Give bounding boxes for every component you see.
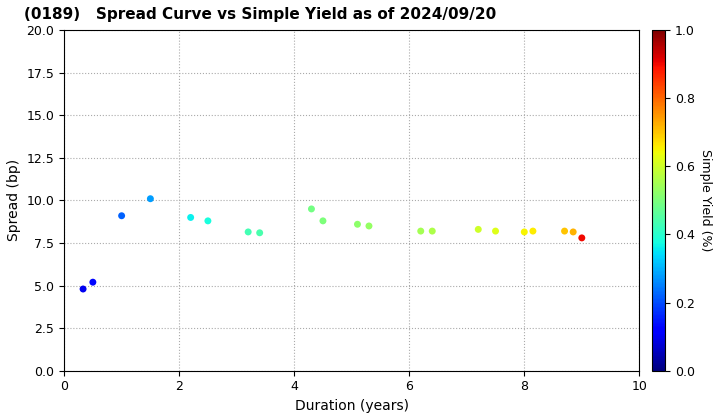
Point	[116, 213, 127, 219]
Point	[426, 228, 438, 234]
Point	[527, 228, 539, 234]
X-axis label: Duration (years): Duration (years)	[294, 399, 409, 413]
Point	[576, 234, 588, 241]
Text: (0189)   Spread Curve vs Simple Yield as of 2024/09/20: (0189) Spread Curve vs Simple Yield as o…	[24, 7, 496, 22]
Point	[202, 218, 214, 224]
Point	[490, 228, 501, 234]
Point	[567, 228, 579, 235]
Point	[415, 228, 426, 234]
Y-axis label: Spread (bp): Spread (bp)	[7, 159, 21, 242]
Point	[306, 205, 318, 212]
Point	[472, 226, 484, 233]
Point	[351, 221, 363, 228]
Y-axis label: Simple Yield (%): Simple Yield (%)	[698, 149, 711, 252]
Point	[87, 279, 99, 286]
Point	[185, 214, 197, 221]
Point	[77, 286, 89, 292]
Point	[318, 218, 329, 224]
Point	[243, 228, 254, 235]
Point	[145, 195, 156, 202]
Point	[559, 228, 570, 234]
Point	[254, 229, 266, 236]
Point	[518, 228, 530, 235]
Point	[363, 223, 374, 229]
